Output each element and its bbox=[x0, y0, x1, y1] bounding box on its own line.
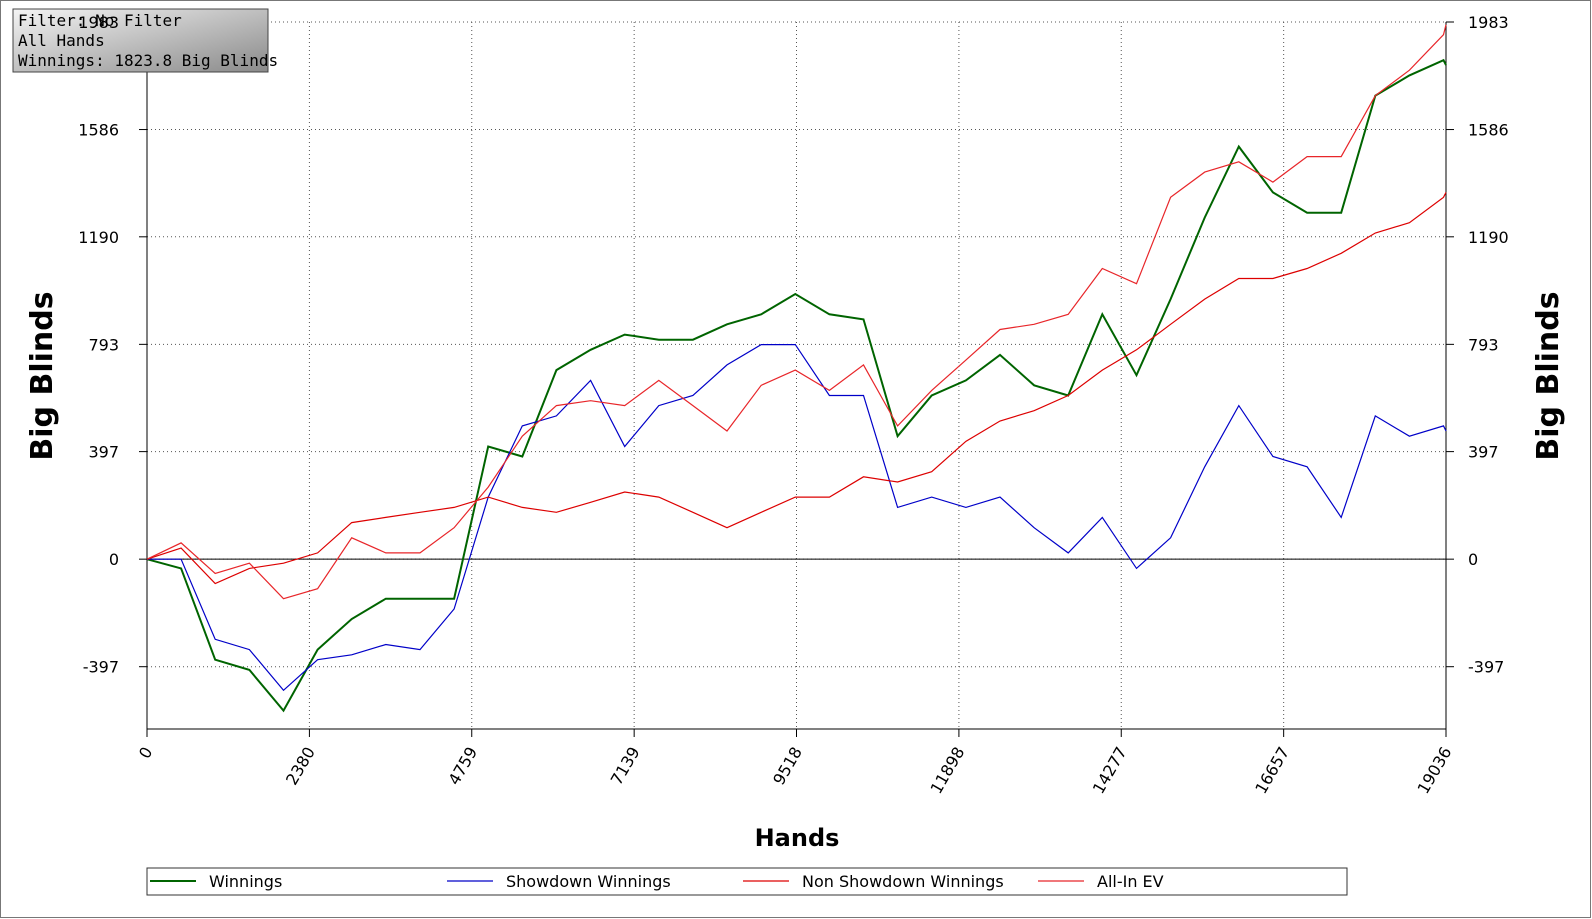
series-line bbox=[146, 58, 1447, 713]
series-line bbox=[146, 192, 1447, 585]
y-tick-label: -397 bbox=[83, 658, 119, 677]
info-line: Filter: No Filter bbox=[18, 11, 182, 30]
y2-tick-label: 397 bbox=[1468, 443, 1499, 462]
y2-tick-label: 793 bbox=[1468, 335, 1499, 354]
series-line bbox=[146, 24, 1447, 600]
legend-label: Showdown Winnings bbox=[506, 872, 671, 891]
legend-label: Non Showdown Winnings bbox=[802, 872, 1004, 891]
y-tick-label: 1190 bbox=[78, 228, 119, 247]
info-line: All Hands bbox=[18, 31, 105, 50]
y-tick-label: 0 bbox=[109, 550, 119, 569]
info-line: Winnings: 1823.8 Big Blinds bbox=[18, 51, 278, 70]
x-axis-label: Hands bbox=[755, 824, 840, 852]
legend-label: All-In EV bbox=[1097, 872, 1164, 891]
y-tick-label: 1983 bbox=[78, 13, 119, 32]
y-tick-label: 793 bbox=[88, 335, 119, 354]
y2-tick-label: 0 bbox=[1468, 550, 1478, 569]
y2-tick-label: 1586 bbox=[1468, 121, 1509, 140]
legend-label: Winnings bbox=[209, 872, 282, 891]
series-line bbox=[147, 344, 1447, 692]
y-axis-label: Big Blinds bbox=[25, 291, 60, 460]
plot-area bbox=[139, 21, 1454, 737]
y-tick-label: 397 bbox=[88, 443, 119, 462]
y2-axis-label: Big Blinds bbox=[1531, 291, 1566, 460]
info-box bbox=[12, 8, 269, 73]
y2-tick-label: 1983 bbox=[1468, 13, 1509, 32]
y2-tick-label: -397 bbox=[1468, 658, 1504, 677]
y-tick-label: 1586 bbox=[78, 121, 119, 140]
y2-tick-label: 1190 bbox=[1468, 228, 1509, 247]
